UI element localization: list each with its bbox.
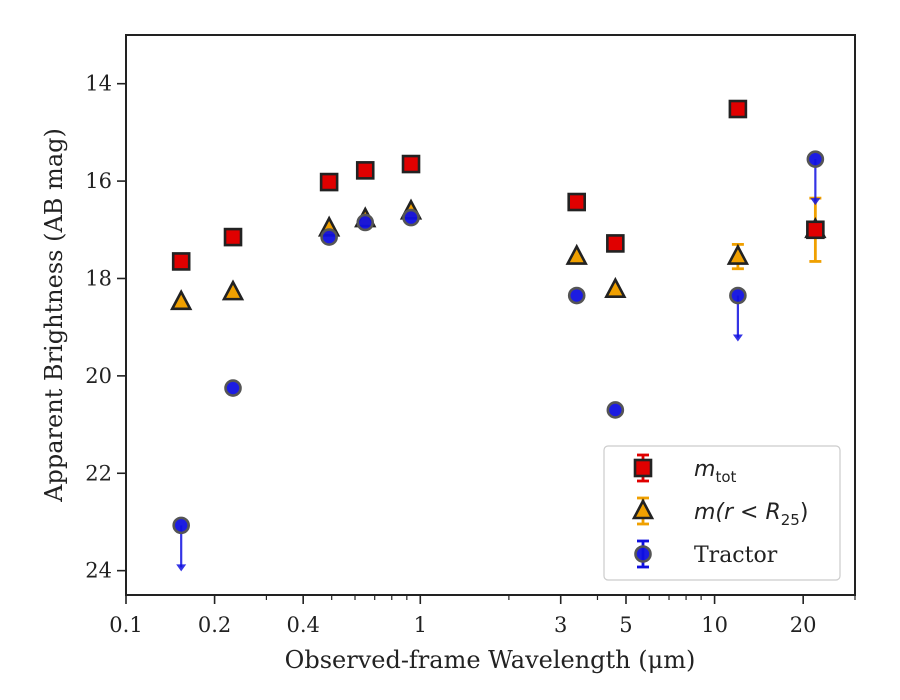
y-tick-label: 14	[85, 72, 112, 96]
y-tick-label: 16	[85, 169, 112, 193]
data-point-circle	[567, 286, 586, 305]
x-tick-label: 3	[554, 613, 567, 637]
y-axis: 14 16 18 20 22 24	[85, 72, 126, 583]
x-tick-label: 5	[619, 613, 632, 637]
data-point-circle	[402, 208, 420, 227]
x-tick-label: 0.4	[286, 613, 319, 637]
data-point-circle	[806, 150, 825, 168]
legend-box	[603, 445, 841, 581]
data-point-square	[806, 220, 825, 240]
data-point-circle	[356, 213, 375, 232]
x-axis: 0.1 0.2 0.4 1 3 5 10 20	[109, 595, 856, 637]
y-tick-label: 22	[85, 461, 112, 485]
data-point-triangle	[604, 276, 627, 298]
x-axis-label: Observed-frame Wavelength (μm)	[285, 646, 696, 674]
data-point-circle	[606, 401, 625, 419]
legend-label-subscript: tot	[715, 468, 736, 486]
data-point-circle	[729, 286, 747, 305]
legend-marker-triangle	[631, 498, 655, 520]
series-square	[171, 99, 825, 271]
data-point-square	[401, 154, 421, 174]
upper-limit-arrow-head	[176, 564, 187, 572]
x-tick-label: 1	[414, 613, 427, 637]
legend-items: mtot m(r < R25) Tractor	[631, 453, 808, 569]
legend-label-main: m(r < R	[694, 500, 781, 525]
series-circle	[172, 150, 825, 572]
data-point-triangle	[565, 243, 588, 265]
legend-label-main: m	[694, 457, 715, 482]
data-point-square	[728, 99, 748, 119]
x-tick-label: 20	[790, 613, 817, 637]
y-axis-label: Apparent Brightness (AB mag)	[40, 128, 68, 503]
legend: mtot m(r < R25) Tractor	[603, 445, 841, 581]
legend-label-close: )	[800, 500, 809, 525]
data-point-circle	[224, 379, 242, 397]
x-tick-label: 10	[701, 613, 728, 637]
y-tick-label: 18	[85, 266, 112, 290]
upper-limit-arrow-head	[732, 334, 743, 342]
legend-label: m(r < R25)	[694, 500, 808, 529]
legend-marker-circle	[634, 545, 652, 563]
legend-marker-square	[633, 458, 653, 478]
data-point-triangle	[221, 279, 245, 301]
data-point-square	[171, 252, 191, 271]
data-point-circle	[320, 228, 338, 246]
x-tick-label: 0.1	[109, 613, 142, 637]
x-tick-label: 0.2	[198, 613, 231, 637]
upper-limit-arrow-head	[810, 198, 821, 206]
y-tick-label: 20	[85, 364, 112, 388]
data-point-triangle	[170, 289, 193, 311]
legend-label-subscript: 25	[781, 511, 800, 529]
series-triangle	[170, 196, 827, 311]
axes-frame	[125, 34, 856, 596]
plot-area	[170, 99, 827, 572]
legend-label: mtot	[694, 457, 736, 486]
y-tick-label: 24	[85, 559, 112, 583]
legend-label: Tractor	[694, 543, 778, 568]
data-point-square	[567, 192, 587, 212]
data-point-square	[355, 161, 375, 180]
data-point-circle	[172, 516, 190, 535]
data-point-square	[606, 234, 625, 253]
data-point-square	[319, 172, 339, 192]
data-point-triangle	[726, 243, 750, 265]
data-point-square	[223, 227, 243, 247]
